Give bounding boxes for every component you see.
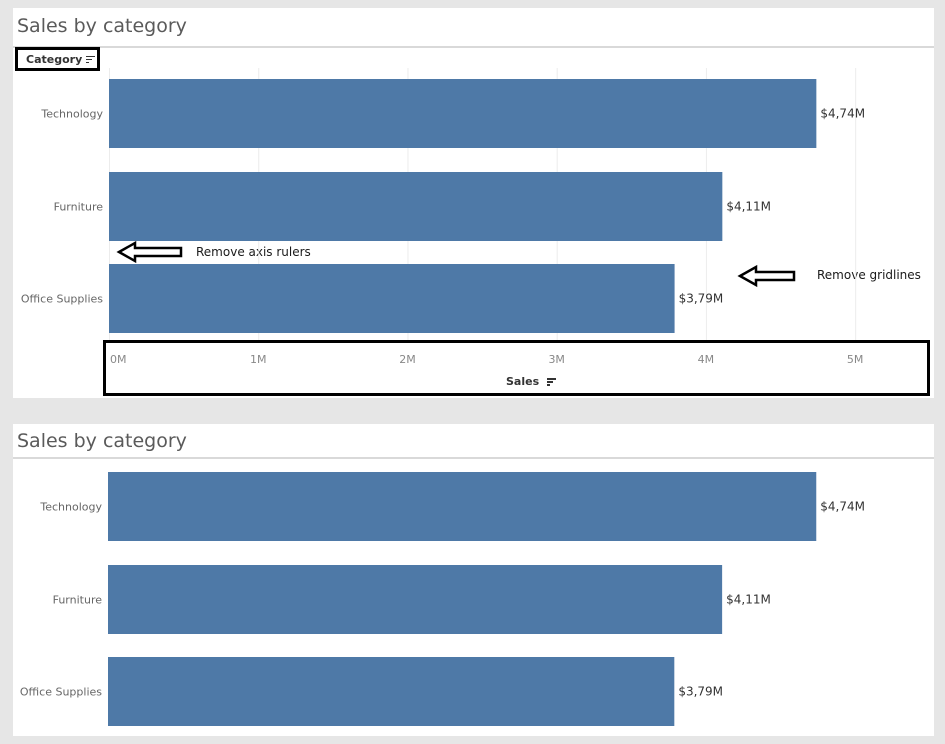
category-header[interactable]: Category <box>15 47 100 71</box>
category-label: Office Supplies <box>20 686 102 699</box>
x-tick-label: 5M <box>847 353 864 366</box>
axis-highlight-box <box>103 340 930 396</box>
x-tick-label: 4M <box>698 353 715 366</box>
arrow-left-icon <box>737 264 796 288</box>
annotation-remove-axis-rulers: Remove axis rulers <box>196 245 311 259</box>
x-tick-label: 2M <box>399 353 416 366</box>
arrow-left-icon <box>116 240 183 264</box>
data-label: $3,79M <box>678 685 723 699</box>
bar <box>108 472 817 541</box>
data-label: $4,74M <box>820 500 865 514</box>
category-label: Office Supplies <box>21 293 103 306</box>
sort-icon[interactable] <box>546 377 556 386</box>
sort-icon[interactable] <box>86 55 96 64</box>
category-label: Furniture <box>53 594 103 607</box>
data-label: $4,11M <box>726 200 771 214</box>
title-divider <box>13 46 934 48</box>
bar <box>108 565 723 634</box>
bar <box>109 79 817 148</box>
data-label: $4,74M <box>820 107 865 121</box>
data-label: $4,11M <box>726 593 771 607</box>
annotation-remove-gridlines: Remove gridlines <box>817 268 921 282</box>
x-tick-label: 3M <box>548 353 565 366</box>
category-header-label: Category <box>26 52 83 66</box>
x-axis-title-label: Sales <box>506 375 540 388</box>
title-divider <box>13 457 934 459</box>
bar <box>109 172 723 241</box>
bar <box>108 657 675 726</box>
x-tick-label: 0M <box>110 353 127 366</box>
category-label: Furniture <box>54 201 104 214</box>
category-label: Technology <box>39 501 102 514</box>
data-label: $3,79M <box>679 292 724 306</box>
chart-title: Sales by category <box>17 430 187 452</box>
x-axis-title[interactable]: Sales <box>506 375 556 388</box>
bar <box>109 264 675 333</box>
category-label: Technology <box>40 108 103 121</box>
x-tick-label: 1M <box>250 353 267 366</box>
chart-title: Sales by category <box>17 15 187 37</box>
